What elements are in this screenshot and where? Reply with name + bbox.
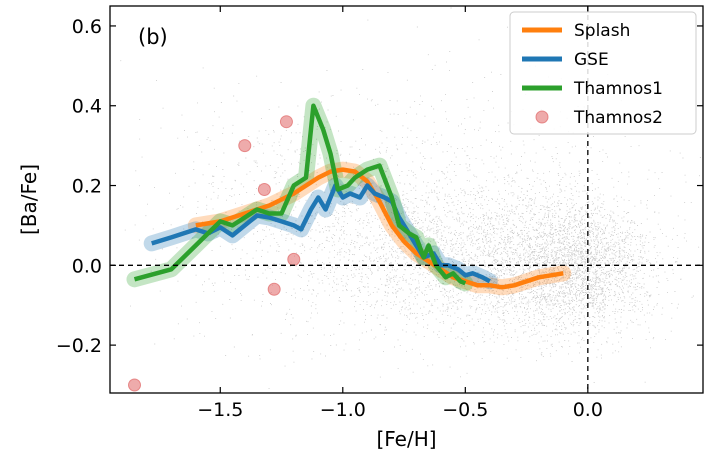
legend-box [509, 11, 697, 135]
y-tick-label: −0.2 [56, 335, 102, 357]
splash-line [195, 167, 564, 290]
thamnos2-point [267, 282, 281, 296]
thamnos2-point [287, 252, 301, 266]
plot-frame [109, 5, 704, 394]
panel-label: (b) [138, 25, 168, 49]
thamnos2-point [257, 183, 271, 197]
y-tick-label: 0.6 [72, 16, 102, 38]
thamnos2-points [128, 115, 301, 392]
x-tick-label: 0.0 [573, 399, 603, 421]
series-lines [133, 103, 564, 290]
x-tick-label: −0.5 [442, 399, 488, 421]
thamnos2-point [238, 139, 252, 153]
field-star-points [120, 7, 701, 390]
background-scatter [120, 7, 701, 390]
thamnos1-line [133, 103, 467, 286]
thamnos2-point [279, 115, 293, 129]
y-ticks: −0.2 0.0 0.2 0.4 0.6 [56, 16, 703, 357]
thamnos2-point [128, 378, 142, 392]
gse-line [151, 183, 491, 284]
x-tick-label: −1.5 [197, 399, 243, 421]
x-axis-label: [Fe/H] [376, 427, 436, 451]
y-axis-label: [Ba/Fe] [17, 164, 41, 235]
legend: Splash GSE Thamnos1 Thamnos2 [509, 11, 697, 135]
gse-legend-label: GSE [574, 50, 609, 70]
thamnos1-legend-label: Thamnos1 [573, 79, 663, 99]
thamnos2-legend-label: Thamnos2 [573, 108, 663, 128]
splash-legend-label: Splash [574, 21, 630, 41]
thamnos2-legend-marker [535, 110, 549, 124]
x-ticks: −1.5 −1.0 −0.5 0.0 [197, 6, 603, 421]
y-tick-label: 0.4 [72, 96, 102, 118]
x-tick-label: −1.0 [320, 399, 366, 421]
y-tick-label: 0.0 [72, 255, 102, 277]
y-tick-label: 0.2 [72, 176, 102, 198]
